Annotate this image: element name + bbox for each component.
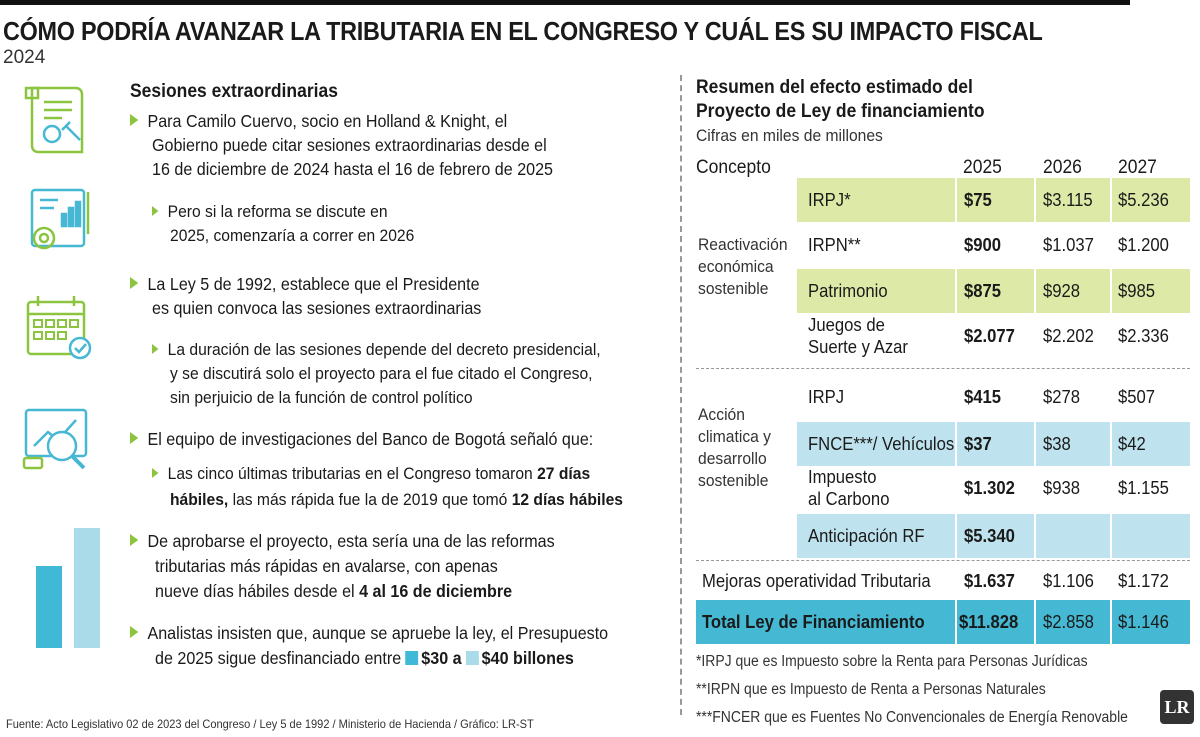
row-value-2027: $1.172 <box>1118 570 1169 591</box>
group-label-reactivacion: Reactivación económica sostenible <box>698 235 788 298</box>
row-value-2027: $42 <box>1118 433 1146 454</box>
row-value-2027: $985 <box>1118 280 1156 301</box>
group-divider-1 <box>696 368 1190 369</box>
row-bg-fnce <box>797 422 1190 466</box>
row-value-2025: $2.077 <box>964 325 1015 346</box>
row-concept: IRPJ <box>808 386 845 407</box>
footnote-irpj: *IRPJ que es Impuesto sobre la Renta par… <box>696 653 1088 670</box>
row-bg-irpj1 <box>797 178 1190 222</box>
bullet-1: Para Camilo Cuervo, socio en Holland & K… <box>130 110 507 133</box>
bullet-5: Analistas insisten que, aunque se aprueb… <box>130 622 608 645</box>
col-sep-3 <box>1110 178 1112 644</box>
row-value-2027: $5.236 <box>1118 189 1169 210</box>
col-sep-2 <box>1034 178 1036 644</box>
row-value-2026: $938 <box>1043 477 1081 498</box>
legend-swatch-30 <box>405 651 419 665</box>
row-concept: IRPJ* <box>808 189 851 210</box>
row-value-2026: $2.202 <box>1043 325 1094 346</box>
bullet-1-line-3: 16 de diciembre de 2024 hasta el 16 de f… <box>152 159 554 179</box>
bullet-1-line-2: Gobierno puede citar sesiones extraordin… <box>152 135 547 155</box>
row-concept: Anticipación RF <box>808 525 925 546</box>
table-unit: Cifras en miles de millones <box>696 126 883 145</box>
sub-bullet-2: La duración de las sesiones depende del … <box>152 338 601 361</box>
footnote-fncer: ***FNCER que es Fuentes No Convencionale… <box>696 709 1128 726</box>
bullet-4-line-2: tributarias más rápidas en avalarse, con… <box>155 556 498 576</box>
row-bg-anticipacion <box>797 514 1190 558</box>
row-concept: Patrimonio <box>808 280 888 301</box>
col-sep-1 <box>955 178 957 644</box>
bullet-4-line-3: nueve días hábiles desde el 4 al 16 de d… <box>155 581 513 601</box>
legend-swatch-40 <box>466 651 479 665</box>
analytics-magnifier-icon <box>22 408 88 470</box>
row-value-2027: $507 <box>1118 386 1156 407</box>
row-concept: IRPN** <box>808 234 861 255</box>
sub-bullet-3: Las cinco últimas tributarias en el Cong… <box>152 462 590 485</box>
total-value-2025: $11.828 <box>959 611 1019 632</box>
col-header-2027: 2027 <box>1118 157 1157 178</box>
row-value-2026: $1.037 <box>1043 234 1094 255</box>
report-gear-icon <box>30 188 90 250</box>
sub-bullet-3-line-2: hábiles, las más rápida fue la de 2019 q… <box>170 490 623 509</box>
row-value-2025: $900 <box>964 234 1002 255</box>
document-gavel-icon <box>24 86 84 154</box>
row-concept: Mejoras operatividad Tributaria <box>702 570 931 591</box>
row-value-2026: $928 <box>1043 280 1081 301</box>
sub-bullet-2-line-2: y se discutirá solo el proyecto para el … <box>170 364 593 383</box>
row-value-2025: $1.302 <box>964 477 1015 498</box>
col-header-2025: 2025 <box>963 157 1002 178</box>
total-value-2026: $2.858 <box>1043 611 1094 632</box>
section-heading: Sesiones extraordinarias <box>130 81 338 102</box>
table-title: Resumen del efecto estimado del Proyecto … <box>696 77 985 122</box>
total-value-2027: $1.146 <box>1118 611 1169 632</box>
sub-bullet-1: Pero si la reforma se discute en <box>152 200 388 223</box>
column-divider <box>680 75 682 715</box>
source-credit: Fuente: Acto Legislativo 02 de 2023 del … <box>6 717 534 731</box>
row-value-2025: $415 <box>964 386 1002 407</box>
row-value-2026: $3.115 <box>1043 189 1093 210</box>
row-value-2027: $2.336 <box>1118 325 1169 346</box>
bullet-4: De aprobarse el proyecto, esta sería una… <box>130 530 555 553</box>
page-year: 2024 <box>3 47 46 68</box>
row-value-2025: $5.340 <box>964 525 1015 546</box>
footnote-irpn: **IRPN que es Impuesto de Renta a Person… <box>696 681 1046 698</box>
bullet-2-line-2: es quien convoca las sesiones extraordin… <box>152 298 482 318</box>
row-value-2027: $1.200 <box>1118 234 1169 255</box>
sub-bullet-1-line-2: 2025, comenzaría a correr en 2026 <box>170 226 415 245</box>
top-rule <box>0 0 1130 5</box>
row-value-2027: $1.155 <box>1118 477 1169 498</box>
group-label-accion: Acción climatica y desarrollo sostenible <box>698 405 772 490</box>
row-concept: FNCE***/ Vehículos <box>808 433 955 454</box>
lr-logo: LR <box>1160 690 1194 724</box>
bullet-3: El equipo de investigaciones del Banco d… <box>130 428 593 451</box>
row-value-2026: $1.106 <box>1043 570 1094 591</box>
row-value-2025: $875 <box>964 280 1002 301</box>
page-title: CÓMO PODRÍA AVANZAR LA TRIBUTARIA EN EL … <box>3 16 1043 46</box>
calendar-check-icon <box>26 296 92 360</box>
total-concept: Total Ley de Financiamiento <box>702 611 925 632</box>
row-value-2025: $75 <box>964 189 992 210</box>
row-value-2026: $278 <box>1043 386 1081 407</box>
group-divider-2 <box>696 560 1190 561</box>
row-value-2025: $1.637 <box>964 570 1015 591</box>
bullet-2: La Ley 5 de 1992, establece que el Presi… <box>130 273 480 296</box>
deficit-bars-icon <box>36 528 100 648</box>
row-bg-total <box>696 600 1190 644</box>
col-header-concept: Concepto <box>696 157 771 178</box>
row-value-2025: $37 <box>964 433 992 454</box>
bullet-5-line-2: de 2025 sigue desfinanciado entre $30 a … <box>155 648 574 668</box>
sub-bullet-2-line-3: sin perjuicio de la función de control p… <box>170 388 473 407</box>
row-concept: Juegos de Suerte y Azar <box>808 314 908 357</box>
row-value-2026: $38 <box>1043 433 1071 454</box>
row-bg-patrimonio <box>797 269 1190 313</box>
row-concept: Impuesto al Carbono <box>808 466 890 509</box>
col-header-2026: 2026 <box>1043 157 1082 178</box>
